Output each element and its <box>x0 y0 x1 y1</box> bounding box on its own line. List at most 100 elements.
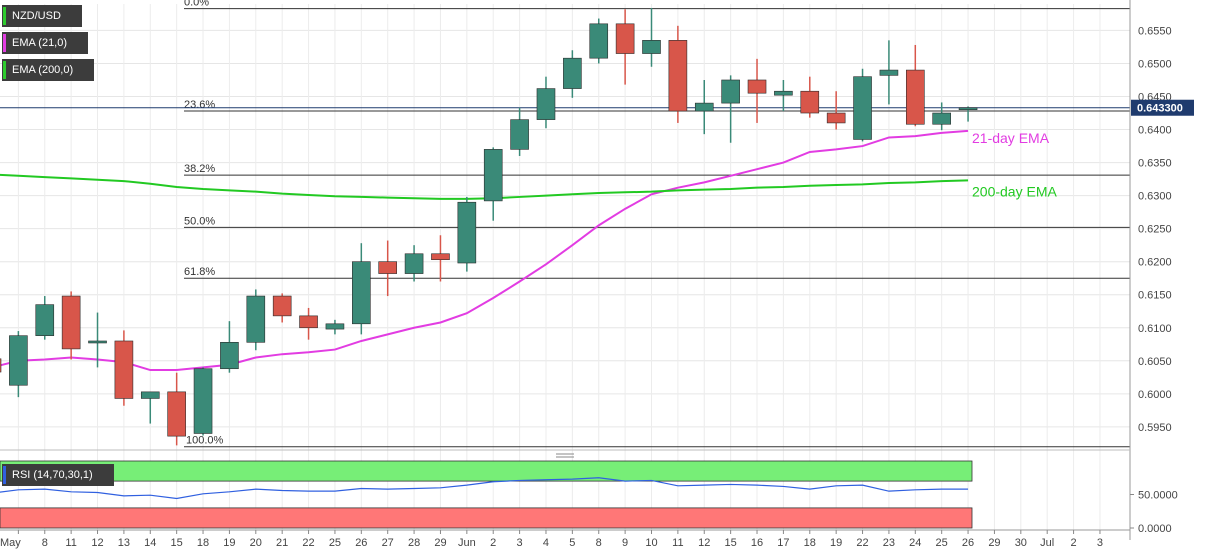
x-tick-label: 25 <box>329 537 341 549</box>
x-tick-label: 25 <box>936 537 948 549</box>
candle <box>853 68 872 142</box>
candle <box>483 147 503 221</box>
ema200-annotation: 200-day EMA <box>972 183 1057 199</box>
x-tick-label: 12 <box>91 537 103 549</box>
candle-body <box>9 335 28 386</box>
candle <box>747 58 767 123</box>
x-tick-label: 10 <box>645 537 657 549</box>
candle-body <box>958 107 978 111</box>
price-tick-label: 0.6200 <box>1138 257 1172 269</box>
symbol-text: NZD/USD <box>12 10 61 22</box>
candle <box>0 358 2 373</box>
x-tick-label: 4 <box>543 537 549 549</box>
x-tick-label: 8 <box>42 537 48 549</box>
x-tick-label: 27 <box>382 537 394 549</box>
candle-body <box>404 253 424 274</box>
x-tick-label: 28 <box>408 537 420 549</box>
candle-body <box>721 79 740 104</box>
candle-body <box>615 23 635 54</box>
candle <box>800 76 820 118</box>
x-tick-label: 23 <box>883 537 895 549</box>
price-tick-label: 0.6500 <box>1138 58 1172 70</box>
x-tick-label: 29 <box>988 537 1000 549</box>
x-tick-label: 19 <box>223 537 235 549</box>
candle-body <box>800 90 820 114</box>
candle <box>378 240 398 297</box>
x-tick-label: 14 <box>144 537 156 549</box>
x-tick-label: 3 <box>517 537 523 549</box>
price-tick-label: 0.6550 <box>1138 25 1172 37</box>
price-tick-label: 0.6400 <box>1138 125 1172 137</box>
candle <box>905 44 925 127</box>
candle-body <box>589 23 609 59</box>
x-tick-label: 19 <box>830 537 842 549</box>
rsi-tick-label: 0.0000 <box>1138 523 1172 535</box>
candle <box>932 102 951 131</box>
fib-level-label: 61.8% <box>184 266 215 278</box>
candle <box>325 319 345 335</box>
x-tick-label: 22 <box>856 537 868 549</box>
fib-level-label: 50.0% <box>184 215 215 227</box>
candle-body <box>140 391 160 399</box>
candle-body <box>853 76 872 140</box>
fib-level-label: 38.2% <box>184 163 215 175</box>
candle <box>272 293 292 323</box>
candle-body <box>879 69 899 76</box>
candle <box>404 245 424 282</box>
candle-body <box>114 340 134 399</box>
ema21-annotation: 21-day EMA <box>972 130 1050 146</box>
candle <box>615 9 635 85</box>
candle <box>721 75 740 143</box>
candle-body <box>826 112 846 124</box>
ema21-swatch <box>3 34 6 52</box>
candle-body <box>352 261 371 325</box>
x-tick-label: 18 <box>197 537 209 549</box>
ema21-legend[interactable]: EMA (21,0) <box>2 32 88 54</box>
x-tick-label: 3 <box>1097 537 1103 549</box>
rsi-legend[interactable]: RSI (14,70,30,1) <box>2 464 114 486</box>
x-tick-label: 20 <box>250 537 262 549</box>
candle <box>668 25 688 123</box>
symbol-label: NZD/USD <box>2 5 82 27</box>
x-tick-label: 11 <box>65 537 76 549</box>
ema21-legend-text: EMA (21,0) <box>12 37 68 49</box>
ema200-legend[interactable]: EMA (200,0) <box>2 59 94 81</box>
x-tick-label: 29 <box>434 537 446 549</box>
fib-level-label: 0.0% <box>184 0 209 9</box>
x-tick-label: 2 <box>490 537 496 549</box>
x-tick-label: 8 <box>596 537 602 549</box>
candle <box>35 296 55 340</box>
x-tick-label: 13 <box>118 537 130 549</box>
x-tick-label: 5 <box>569 537 575 549</box>
ema21-line <box>0 129 969 372</box>
candle-body <box>932 112 951 125</box>
candle-body <box>220 341 239 370</box>
price-tick-label: 0.6000 <box>1138 389 1172 401</box>
candle <box>352 243 371 335</box>
candle <box>9 331 28 398</box>
x-tick-label: 22 <box>302 537 314 549</box>
candle-body <box>510 119 529 150</box>
candle <box>220 321 239 373</box>
candle-body <box>536 88 556 120</box>
rsi-overbought-zone <box>0 460 973 482</box>
price-tick-label: 0.6150 <box>1138 290 1172 302</box>
x-tick-label: 30 <box>1015 537 1027 549</box>
candle-body <box>193 368 213 434</box>
ema200-legend-text: EMA (200,0) <box>12 64 74 76</box>
candle-body <box>35 304 55 336</box>
candle-body <box>378 261 398 274</box>
price-tick-label: 0.6300 <box>1138 191 1172 203</box>
last-price-tag: 0.643300 <box>1131 99 1194 116</box>
x-tick-label: 15 <box>171 537 183 549</box>
last-price-tag-bg <box>1131 99 1194 116</box>
candle-body <box>325 323 345 330</box>
symbol-swatch <box>3 7 6 25</box>
candle <box>826 91 846 130</box>
price-tick-label: 0.6250 <box>1138 224 1172 236</box>
last-price-tag-text: 0.643300 <box>1137 103 1183 115</box>
candle-body <box>563 57 582 89</box>
candle-body <box>272 295 292 317</box>
rsi-swatch <box>3 466 6 484</box>
